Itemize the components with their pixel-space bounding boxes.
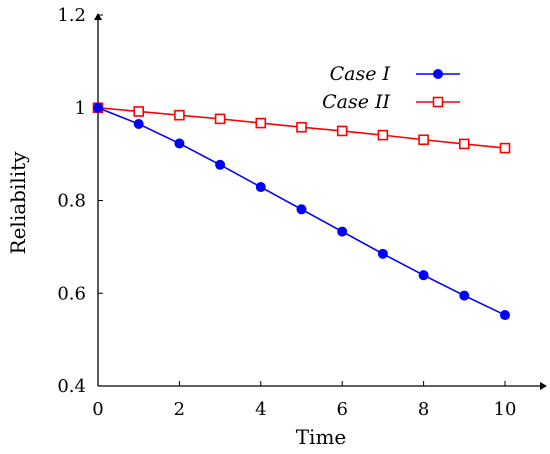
data-point: [174, 138, 185, 149]
series-2: [92, 102, 511, 154]
data-point: [255, 182, 266, 193]
x-axis-arrow: [540, 382, 547, 390]
legend-label: Case I: [330, 63, 391, 85]
data-point: [255, 117, 267, 129]
data-point: [296, 121, 307, 133]
series-layer: [92, 102, 511, 321]
data-point: [377, 248, 388, 259]
y-tick-label: 1.2: [57, 5, 86, 26]
x-tick-label: 10: [494, 399, 517, 420]
legend: Case I Case II: [322, 63, 460, 113]
legend-marker: [433, 69, 443, 79]
y-axis-label: Reliability: [6, 151, 30, 255]
x-tick-label: 4: [255, 399, 266, 420]
data-point: [215, 159, 226, 170]
x-axis-label: Time: [296, 425, 347, 449]
legend-label: Case II: [322, 91, 390, 113]
series-1: [93, 102, 510, 321]
legend-marker: [432, 96, 444, 108]
data-point: [418, 134, 429, 146]
data-point: [499, 142, 511, 154]
data-point: [214, 113, 226, 125]
data-point: [337, 226, 348, 237]
data-point: [377, 129, 389, 141]
x-tick-label: 6: [336, 399, 347, 420]
data-point: [500, 310, 510, 321]
data-point: [93, 102, 103, 113]
x-tick-label: 0: [92, 399, 103, 420]
data-point: [174, 109, 185, 121]
data-point: [336, 125, 348, 137]
legend-entry: Case I: [330, 63, 460, 85]
ticks: 0 2 4 6 8 10 0.4 0.6 0.8 1 1.2: [57, 5, 516, 420]
legend-entry: Case II: [322, 91, 460, 113]
data-point: [459, 290, 470, 301]
y-axis-arrow: [94, 13, 102, 20]
y-tick-label: 0.6: [57, 283, 86, 304]
data-point: [133, 118, 144, 129]
data-point: [133, 106, 144, 117]
data-point: [418, 270, 429, 281]
y-tick-label: 1: [75, 98, 86, 119]
data-point: [296, 204, 307, 215]
y-tick-label: 0.8: [57, 191, 86, 212]
x-tick-label: 2: [174, 399, 185, 420]
axes: [94, 13, 547, 390]
x-tick-label: 8: [418, 399, 429, 420]
y-tick-label: 0.4: [57, 376, 86, 397]
data-point: [458, 138, 470, 150]
